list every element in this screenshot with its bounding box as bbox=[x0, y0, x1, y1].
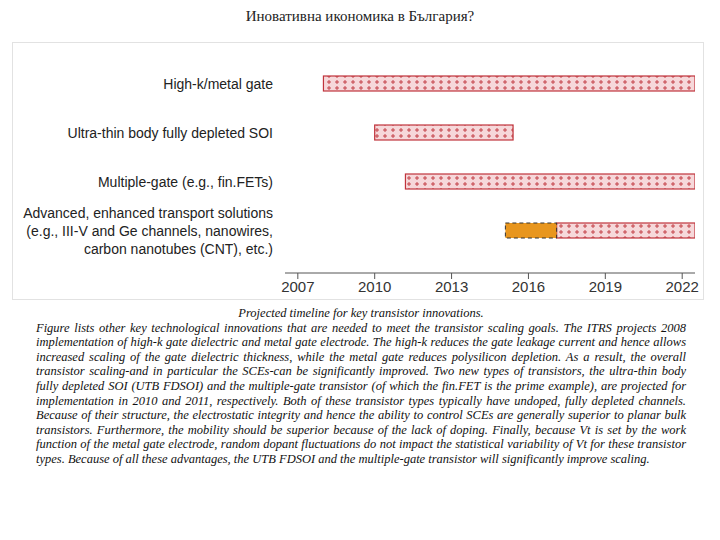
svg-text:2016: 2016 bbox=[512, 278, 545, 295]
svg-text:2013: 2013 bbox=[435, 278, 468, 295]
svg-text:Multiple-gate (e.g., fin.FETs): Multiple-gate (e.g., fin.FETs) bbox=[98, 174, 273, 190]
html-text:Иновативна икономика в Българи: Иновативна икономика в България? bbox=[245, 8, 475, 24]
svg-text:2022: 2022 bbox=[666, 278, 699, 295]
svg-text:2007: 2007 bbox=[281, 278, 314, 295]
svg-text:High-k/metal gate: High-k/metal gate bbox=[163, 76, 273, 92]
svg-text:Ultra-thin body fully depleted: Ultra-thin body fully depleted SOI bbox=[68, 125, 273, 141]
html-text:Projected timeline for key tra: Projected timeline for key transistor in… bbox=[238, 306, 484, 320]
html-text:Figure lists other key technol: Figure lists other key technological inn… bbox=[36, 320, 686, 466]
svg-text:2019: 2019 bbox=[589, 278, 622, 295]
svg-text:2010: 2010 bbox=[358, 278, 391, 295]
svg-text:Advanced, enhanced transport s: Advanced, enhanced transport solutions(e… bbox=[23, 205, 273, 257]
